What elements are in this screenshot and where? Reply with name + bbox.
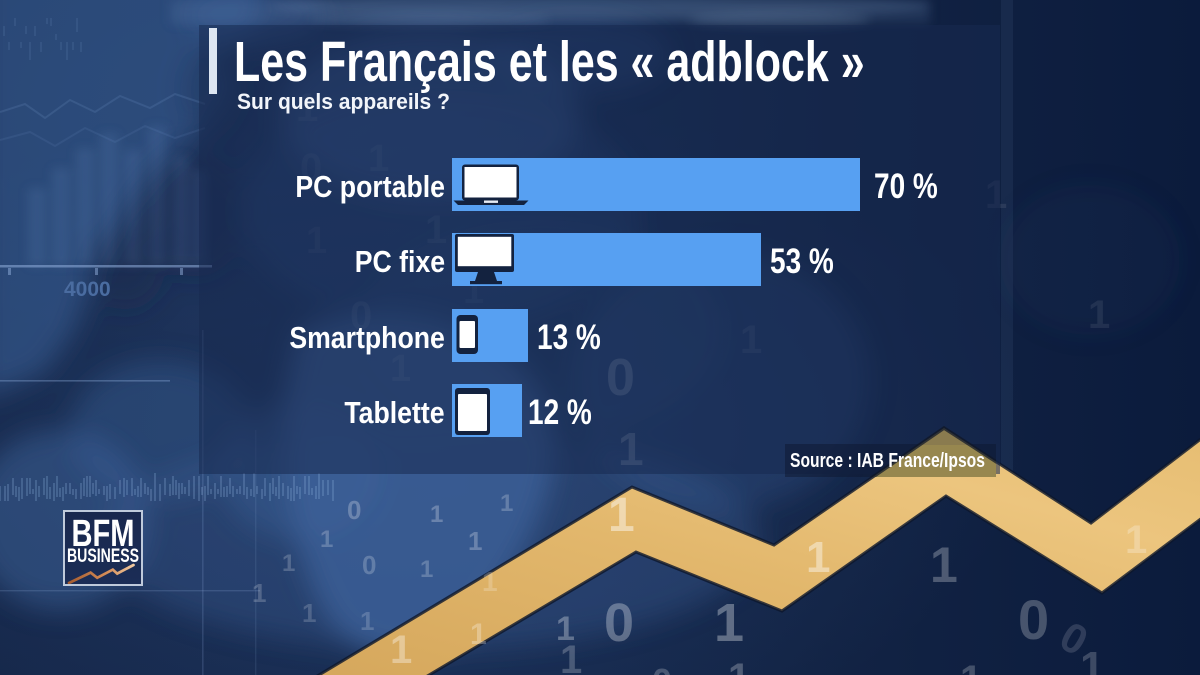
svg-text:4000: 4000 [64, 278, 111, 301]
svg-text:BFM: BFM [72, 513, 135, 555]
svg-text:BUSINESS: BUSINESS [67, 546, 139, 567]
